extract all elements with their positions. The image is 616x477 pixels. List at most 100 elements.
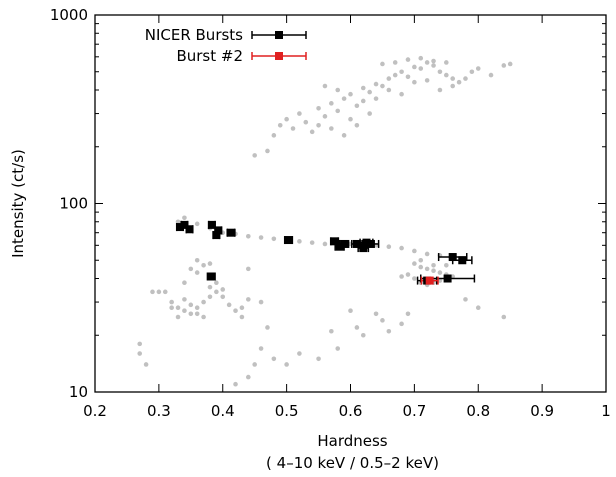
background-point [316,122,321,128]
burst2-points-layer [425,276,434,285]
background-point [258,235,264,240]
background-point [175,305,181,311]
nicer-burst-point [207,272,216,281]
background-point [226,302,232,308]
background-point [169,305,174,311]
background-point [380,83,385,89]
background-point [194,311,200,317]
nicer-burst-point [335,242,344,251]
legend-label-burst2: Burst #2 [176,47,243,65]
background-point [246,233,251,239]
background-point [367,89,372,95]
background-point [475,305,481,311]
nicer-burst-point [227,228,236,237]
background-point [386,87,392,93]
x-tick-labels: 0.2 0.3 0.4 0.5 0.6 0.7 0.8 0.9 1 [83,402,611,420]
nicer-burst-point [362,238,371,247]
background-point [252,362,257,367]
background-point [348,116,353,122]
background-point [150,289,155,295]
background-point [399,69,404,75]
background-point [297,351,302,356]
x-axis-sublabel: ( 4–10 keV / 0.5–2 keV) [266,454,439,472]
y-tick-labels: 10 100 1000 [50,6,88,401]
background-point [444,263,449,268]
background-point [444,72,449,78]
nicer-burst-point [175,223,184,232]
background-point [348,91,353,97]
nicer-burst-point [448,253,457,262]
background-point [424,251,430,257]
background-point [297,111,302,116]
background-point [175,314,181,320]
background-point [214,280,219,286]
background-point [392,72,398,78]
background-point [252,153,257,158]
legend: NICER Bursts Burst #2 [145,26,307,65]
nicer-burst-point [352,239,361,248]
background-point [271,236,277,242]
background-point [188,311,194,317]
nicer-burst-point [284,236,293,245]
x-tick-label: 0.6 [339,402,363,420]
background-point [271,356,277,362]
background-point [380,61,385,67]
background-point [405,74,411,80]
nicer-burst-point [366,239,375,248]
background-point [373,81,379,87]
background-point [360,332,366,338]
background-point [335,108,341,114]
background-point [475,66,481,71]
background-point [424,78,430,83]
background-point [399,321,404,327]
background-point [201,314,206,320]
background-point [284,116,289,122]
x-tick-label: 0.8 [466,402,490,420]
background-point [322,114,328,119]
background-point [309,129,315,135]
background-point [246,297,251,302]
background-point [437,69,443,75]
background-point [360,98,366,104]
background-point [418,264,424,270]
background-point [463,297,468,302]
nicer-burst-point [212,231,221,240]
background-point [418,66,424,71]
background-point [424,60,430,65]
background-point [322,241,328,247]
background-point [207,294,213,300]
background-point [431,268,436,274]
nicer-burst-point [180,220,189,229]
background-point [309,240,315,245]
x-axis-label: Hardness [317,432,387,450]
background-point [194,270,200,275]
background-point [399,274,404,279]
background-point [437,278,443,283]
background-point [182,280,187,286]
background-point [399,245,404,251]
background-point [501,63,507,68]
background-point [201,263,206,268]
background-point [316,105,321,111]
background-point [450,83,456,89]
background-point [405,311,411,317]
nicer-burst-point [340,239,349,248]
background-point [188,266,194,272]
background-point [220,294,226,300]
background-point [380,318,385,323]
background-point [431,263,436,268]
background-point [169,299,174,305]
background-point [412,64,417,70]
background-point [194,221,200,227]
background-point [412,79,417,85]
plot-area-frame [94,14,607,393]
background-point [386,328,392,334]
background-point [412,261,417,266]
background-point [162,289,168,295]
background-point [360,85,366,91]
background-point [354,103,360,109]
background-point [335,87,341,93]
background-point [271,133,277,138]
background-point [437,87,443,93]
legend-key-burst2 [251,52,307,60]
